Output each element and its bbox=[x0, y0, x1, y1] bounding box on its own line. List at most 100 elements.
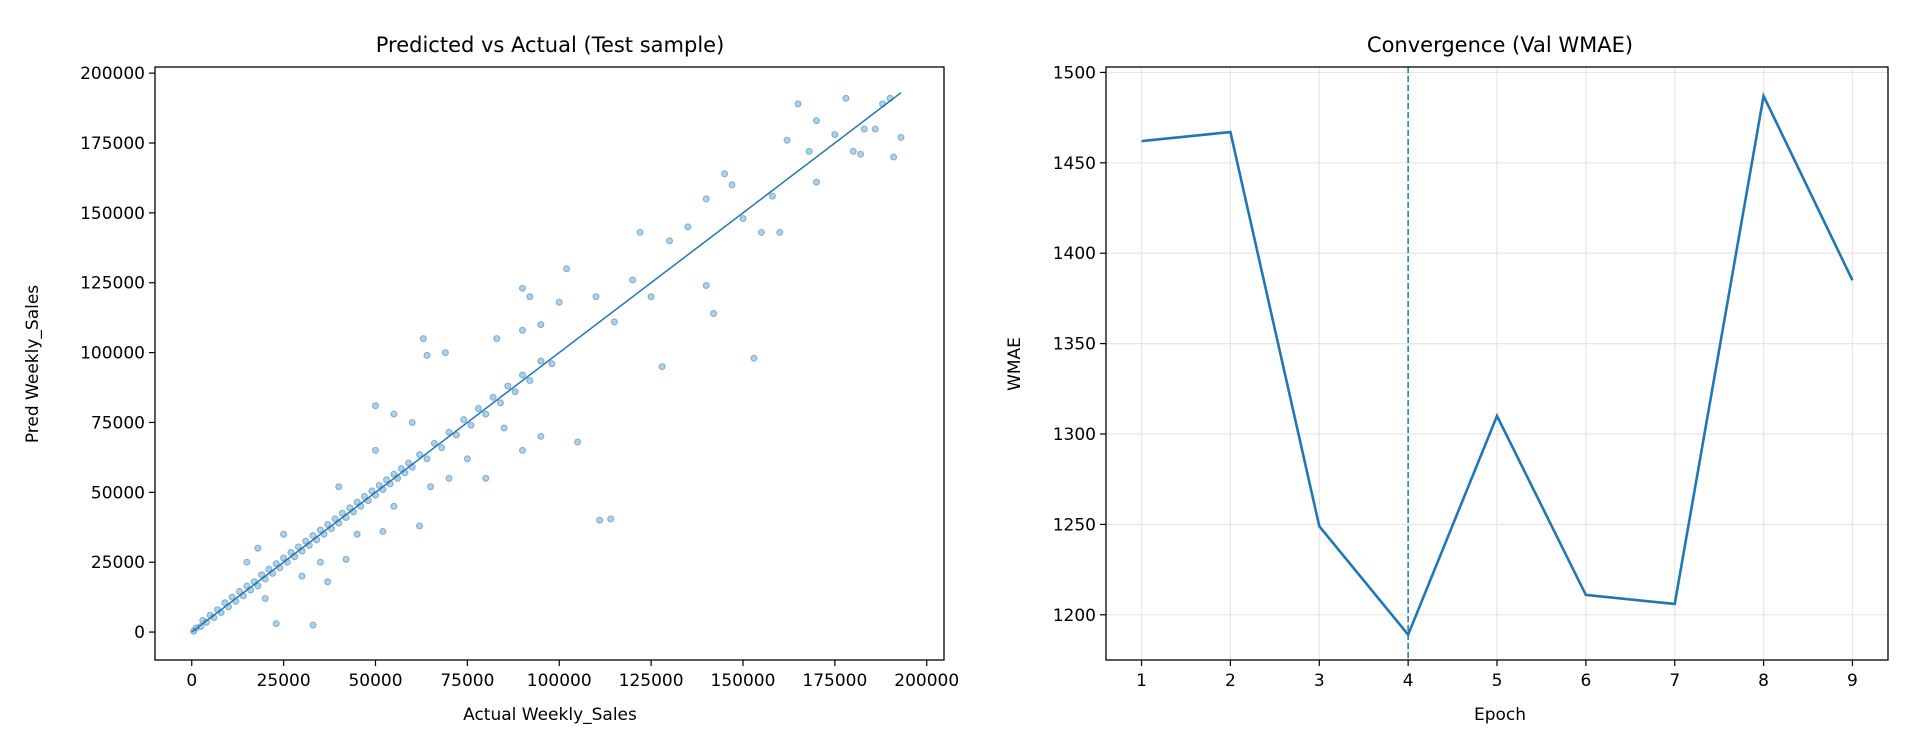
scatter-ytick-label: 75000 bbox=[91, 413, 145, 433]
scatter-point bbox=[710, 309, 718, 317]
line-xtick-label: 9 bbox=[1847, 671, 1858, 691]
scatter-ytick-label: 125000 bbox=[80, 274, 145, 294]
scatter-point bbox=[482, 410, 490, 418]
scatter-point bbox=[647, 293, 655, 301]
scatter-point bbox=[768, 192, 776, 200]
line-xtick-label: 5 bbox=[1492, 671, 1503, 691]
scatter-points bbox=[190, 94, 905, 635]
scatter-point bbox=[739, 214, 747, 222]
scatter-point bbox=[537, 357, 545, 365]
line-ytick-label: 1500 bbox=[1053, 63, 1096, 83]
scatter-point bbox=[445, 474, 453, 482]
scatter-point bbox=[842, 94, 850, 102]
scatter-point bbox=[489, 393, 497, 401]
scatter-xtick-label: 125000 bbox=[619, 671, 684, 691]
scatter-point bbox=[794, 100, 802, 108]
scatter-xtick-label: 0 bbox=[186, 671, 197, 691]
scatter-xtick-label: 150000 bbox=[711, 671, 776, 691]
scatter-point bbox=[390, 502, 398, 510]
scatter-point bbox=[353, 530, 361, 538]
line-chart: Convergence (Val WMAE) Epoch WMAE 1 2 3 4 5 6… bbox=[1005, 33, 1889, 725]
scatter-point bbox=[441, 349, 449, 357]
line-xtick-label: 1 bbox=[1136, 671, 1147, 691]
scatter-point bbox=[871, 125, 879, 133]
scatter-point bbox=[272, 620, 280, 628]
line-xtick-label: 7 bbox=[1669, 671, 1680, 691]
scatter-ytick-label: 150000 bbox=[80, 204, 145, 224]
scatter-point bbox=[423, 351, 431, 359]
line-axes-frame bbox=[1105, 66, 1889, 661]
scatter-ylabel: Pred Weekly_Sales bbox=[23, 285, 43, 443]
scatter-point bbox=[493, 335, 501, 343]
scatter-point bbox=[555, 298, 563, 306]
scatter-point bbox=[526, 377, 534, 385]
scatter-point bbox=[610, 318, 618, 326]
scatter-point bbox=[298, 572, 306, 580]
scatter-point bbox=[261, 595, 269, 603]
scatter-point bbox=[427, 483, 435, 491]
scatter-point bbox=[592, 293, 600, 301]
scatter-point bbox=[728, 181, 736, 189]
scatter-point bbox=[518, 326, 526, 334]
scatter-point bbox=[897, 133, 905, 141]
scatter-point bbox=[474, 404, 482, 412]
scatter-point bbox=[702, 282, 710, 290]
scatter-point bbox=[812, 178, 820, 186]
scatter-point bbox=[416, 451, 424, 459]
line-xtick-label: 6 bbox=[1580, 671, 1591, 691]
line-xtick-label: 4 bbox=[1403, 671, 1414, 691]
scatter-point bbox=[860, 125, 868, 133]
line-ytick-label: 1400 bbox=[1053, 244, 1096, 264]
scatter-xtick-label: 200000 bbox=[894, 671, 959, 691]
scatter-point bbox=[548, 360, 556, 368]
scatter-chart: Predicted vs Actual (Test sample) Actual… bbox=[23, 33, 959, 725]
line-ytick-label: 1350 bbox=[1053, 335, 1096, 355]
scatter-point bbox=[805, 147, 813, 155]
scatter-point bbox=[430, 439, 438, 447]
scatter-point bbox=[857, 150, 865, 158]
scatter-point bbox=[419, 335, 427, 343]
scatter-point bbox=[500, 424, 508, 432]
scatter-ytick-label: 100000 bbox=[80, 344, 145, 364]
scatter-point bbox=[324, 578, 332, 586]
scatter-point bbox=[831, 131, 839, 139]
scatter-point bbox=[445, 428, 453, 436]
scatter-xtick-label: 175000 bbox=[802, 671, 867, 691]
line-ytick-label: 1300 bbox=[1053, 425, 1096, 445]
scatter-point bbox=[596, 516, 604, 524]
line-xtick-label: 2 bbox=[1225, 671, 1236, 691]
scatter-point bbox=[467, 421, 475, 429]
scatter-ytick-label: 200000 bbox=[80, 64, 145, 84]
line-xtick-label: 8 bbox=[1758, 671, 1769, 691]
scatter-title: Predicted vs Actual (Test sample) bbox=[376, 33, 725, 57]
scatter-point bbox=[335, 483, 343, 491]
line-ytick-label: 1200 bbox=[1053, 606, 1096, 626]
scatter-point bbox=[665, 237, 673, 245]
scatter-point bbox=[518, 284, 526, 292]
scatter-point bbox=[607, 515, 615, 523]
scatter-axes-frame bbox=[154, 66, 945, 661]
scatter-point bbox=[254, 582, 262, 590]
scatter-point bbox=[463, 455, 471, 463]
scatter-point bbox=[684, 223, 692, 231]
scatter-point bbox=[518, 446, 526, 454]
scatter-point bbox=[438, 444, 446, 452]
scatter-point bbox=[537, 321, 545, 329]
scatter-point bbox=[574, 438, 582, 446]
line-ytick-label: 1450 bbox=[1053, 154, 1096, 174]
scatter-xtick-label: 100000 bbox=[527, 671, 592, 691]
scatter-point bbox=[776, 228, 784, 236]
scatter-xlabel: Actual Weekly_Sales bbox=[463, 705, 637, 725]
scatter-point bbox=[511, 388, 519, 396]
scatter-point bbox=[482, 474, 490, 482]
scatter-xtick-label: 25000 bbox=[257, 671, 311, 691]
scatter-xtick-label: 50000 bbox=[348, 671, 402, 691]
scatter-point bbox=[309, 621, 317, 629]
line-ytick-label: 1250 bbox=[1053, 515, 1096, 535]
scatter-point bbox=[757, 228, 765, 236]
scatter-point bbox=[636, 228, 644, 236]
scatter-ytick-label: 0 bbox=[134, 623, 145, 643]
scatter-point bbox=[416, 522, 424, 530]
line-ylabel: WMAE bbox=[1005, 337, 1025, 391]
